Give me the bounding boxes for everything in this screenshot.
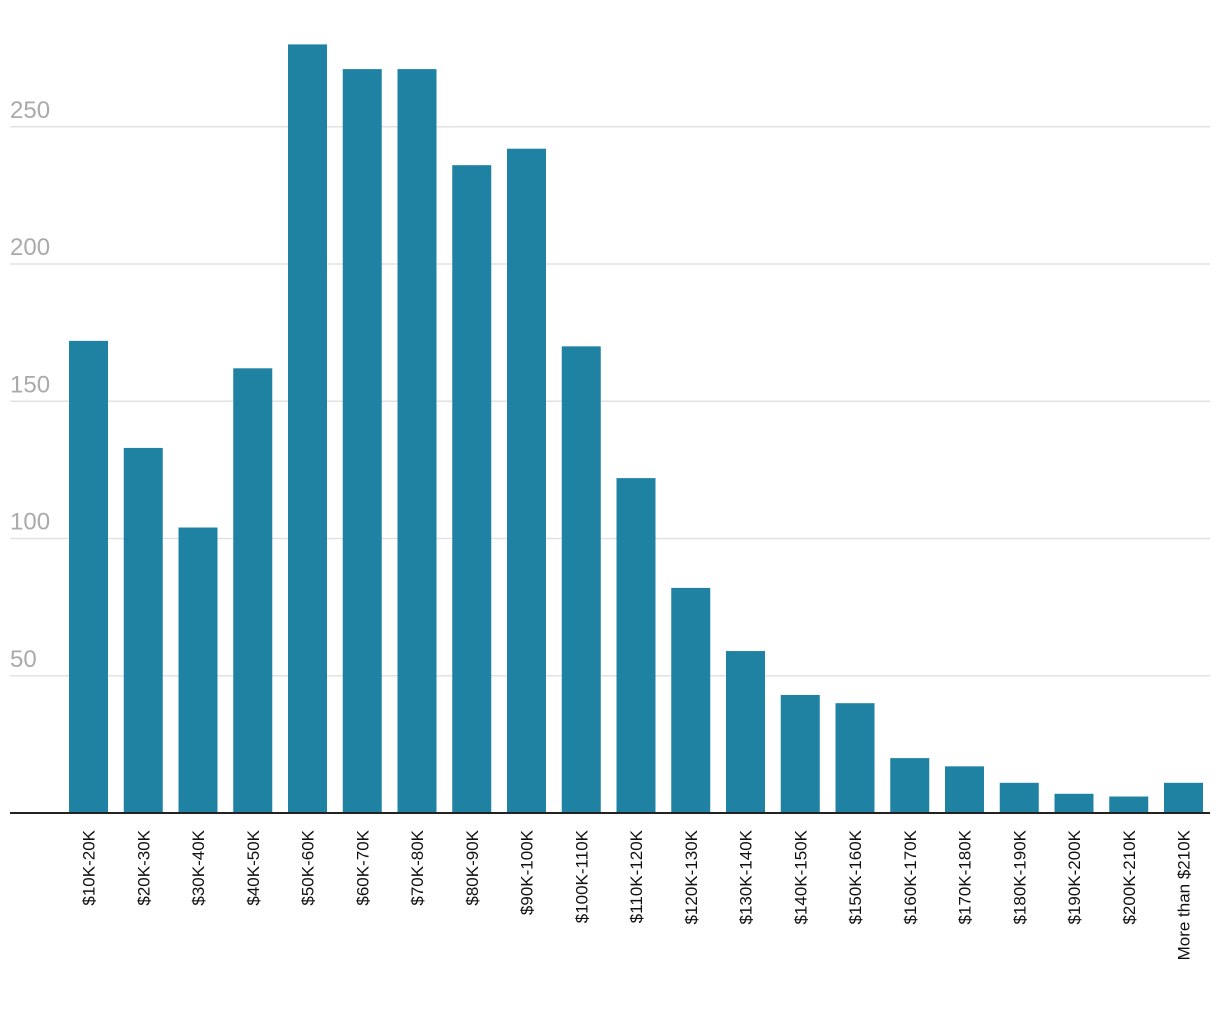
bar xyxy=(1054,793,1094,813)
x-tick-label: $20K-30K xyxy=(134,829,153,905)
bar xyxy=(123,447,163,813)
x-axis-labels: $10K-20K $20K-30K $30K-40K $40K-50K $50K-60K… xyxy=(80,829,1194,960)
bar xyxy=(452,165,492,813)
y-tick-label: 150 xyxy=(10,371,50,398)
bar xyxy=(397,69,437,814)
bar xyxy=(726,651,765,813)
bar xyxy=(1109,796,1149,813)
x-tick-label: $110K-120K xyxy=(627,829,646,923)
x-tick-label: $80K-90K xyxy=(463,829,482,905)
x-tick-label: $140K-150K xyxy=(791,829,810,924)
bar xyxy=(835,703,875,813)
bar xyxy=(288,44,327,813)
bar xyxy=(616,478,656,813)
bar xyxy=(507,148,546,813)
x-tick-label: $90K-100K xyxy=(518,829,537,915)
x-tick-label: $100K-110K xyxy=(572,829,591,923)
x-tick-label: $170K-180K xyxy=(956,829,975,924)
y-tick-label: 250 xyxy=(10,97,50,124)
y-tick-label: 200 xyxy=(10,234,50,261)
x-tick-label: $60K-70K xyxy=(353,829,372,905)
x-tick-label: $120K-130K xyxy=(682,829,701,924)
bars xyxy=(69,44,1203,814)
bar xyxy=(69,340,108,813)
bar xyxy=(178,527,218,813)
bar xyxy=(561,346,601,813)
x-tick-label: More than $210K xyxy=(1175,829,1194,960)
bar xyxy=(780,694,820,813)
x-tick-label: $130K-140K xyxy=(737,829,756,924)
x-tick-label: $70K-80K xyxy=(408,829,427,905)
x-tick-label: $160K-170K xyxy=(901,829,920,924)
bar xyxy=(945,766,984,813)
y-tick-label: 100 xyxy=(10,509,50,536)
x-tick-label: $50K-60K xyxy=(299,829,318,905)
bar xyxy=(1164,782,1203,813)
x-tick-label: $150K-160K xyxy=(846,829,865,924)
x-tick-label: $30K-40K xyxy=(189,829,208,905)
y-axis-ticks: 50 100 150 200 250 xyxy=(10,97,50,673)
bar xyxy=(890,758,930,813)
x-tick-label: $200K-210K xyxy=(1120,829,1139,924)
bar xyxy=(342,69,382,814)
bar xyxy=(233,368,273,813)
bar xyxy=(671,587,711,813)
x-tick-label: $10K-20K xyxy=(80,829,99,905)
x-tick-label: $190K-200K xyxy=(1065,829,1084,924)
x-tick-label: $180K-190K xyxy=(1010,829,1029,924)
x-tick-label: $40K-50K xyxy=(244,829,263,905)
y-tick-label: 50 xyxy=(10,646,37,673)
bar xyxy=(999,782,1039,813)
